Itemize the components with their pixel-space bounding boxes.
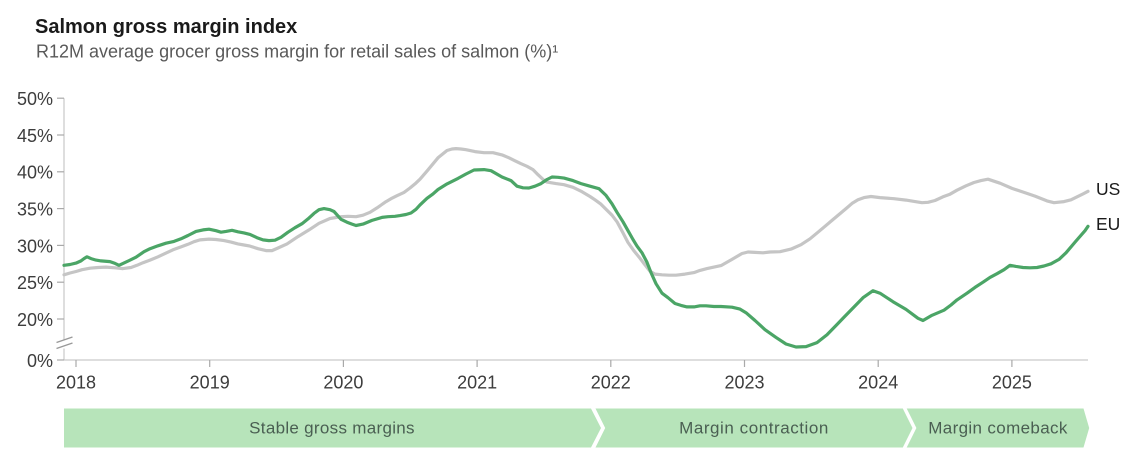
svg-text:40%: 40% bbox=[17, 163, 53, 183]
svg-text:Margin contraction: Margin contraction bbox=[679, 419, 829, 438]
svg-text:2023: 2023 bbox=[724, 373, 764, 393]
svg-text:US: US bbox=[1096, 179, 1120, 199]
svg-text:50%: 50% bbox=[17, 89, 53, 109]
svg-text:0%: 0% bbox=[27, 351, 53, 371]
svg-text:2018: 2018 bbox=[56, 373, 96, 393]
svg-text:20%: 20% bbox=[17, 310, 53, 330]
svg-text:35%: 35% bbox=[17, 200, 53, 220]
svg-text:2025: 2025 bbox=[992, 373, 1032, 393]
svg-text:R12M average grocer gross marg: R12M average grocer gross margin for ret… bbox=[36, 42, 558, 62]
svg-text:2019: 2019 bbox=[190, 373, 230, 393]
svg-text:2021: 2021 bbox=[457, 373, 497, 393]
svg-text:Margin comeback: Margin comeback bbox=[928, 419, 1068, 438]
svg-text:EU: EU bbox=[1096, 214, 1120, 234]
svg-text:Stable gross margins: Stable gross margins bbox=[249, 419, 415, 438]
svg-text:25%: 25% bbox=[17, 273, 53, 293]
svg-text:30%: 30% bbox=[17, 236, 53, 256]
svg-text:45%: 45% bbox=[17, 126, 53, 146]
svg-text:Salmon gross margin index: Salmon gross margin index bbox=[35, 16, 297, 38]
svg-text:2020: 2020 bbox=[323, 373, 363, 393]
svg-text:2022: 2022 bbox=[591, 373, 631, 393]
svg-text:2024: 2024 bbox=[858, 373, 898, 393]
